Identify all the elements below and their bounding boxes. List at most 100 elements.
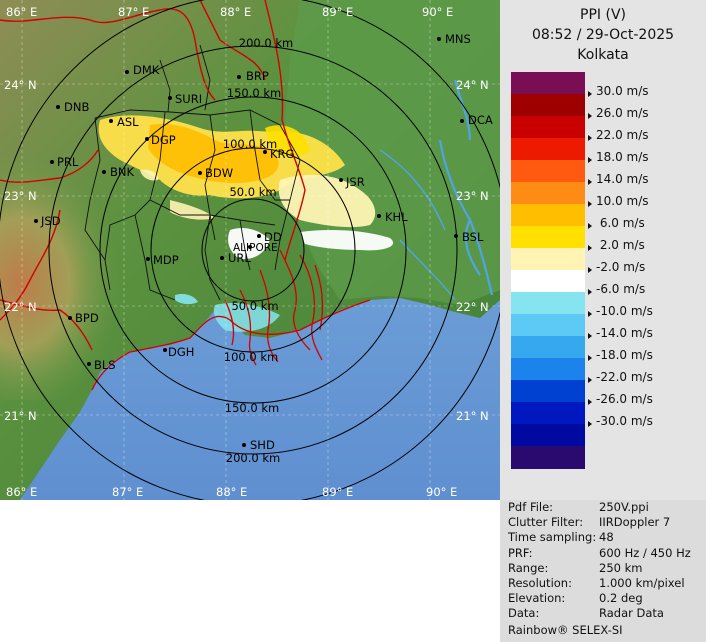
city-bpd: BPD — [68, 311, 99, 325]
info-label: Range: — [508, 560, 549, 575]
info-value: Radar Data — [599, 606, 664, 621]
city-dgh: DGH — [163, 345, 194, 359]
legend-tick — [588, 245, 592, 251]
info-value: 48 — [599, 530, 614, 545]
city-bdw: BDW — [198, 166, 233, 180]
legend-label: -6.0 m/s — [596, 282, 646, 296]
svg-text:JSR: JSR — [345, 175, 365, 189]
svg-text:BNK: BNK — [110, 165, 134, 179]
color-step — [511, 160, 585, 183]
city-mdp: MDP — [146, 253, 179, 267]
legend-tick — [588, 223, 592, 229]
legend-label: -26.0 m/s — [596, 392, 653, 406]
legend-label: 26.0 m/s — [596, 106, 649, 120]
svg-text:BPD: BPD — [75, 311, 99, 325]
svg-text:BRP: BRP — [246, 69, 269, 83]
radar-info-panel: Pdf File: 250V.ppi Clutter Filter: IIRDoppl… — [500, 500, 706, 642]
color-step — [511, 116, 585, 139]
legend-tick — [588, 311, 592, 317]
city-jsr: JSR — [339, 175, 365, 189]
svg-text:SHD: SHD — [250, 438, 275, 452]
info-value: 600 Hz / 450 Hz — [599, 545, 691, 560]
color-step — [511, 446, 585, 469]
info-label: Clutter Filter: — [508, 515, 584, 530]
lat-label-right-22: 22° N — [456, 300, 489, 314]
color-step — [511, 270, 585, 293]
legend-tick — [588, 157, 592, 163]
info-label: Pdf File: — [508, 500, 554, 514]
ring-label-150-top: 150.0 km — [227, 86, 281, 100]
color-step — [511, 336, 585, 359]
svg-text:BDW: BDW — [205, 166, 233, 180]
svg-text:DCA: DCA — [468, 113, 493, 127]
ring-label-100-top: 100.0 km — [223, 137, 277, 151]
city-bnk: BNK — [102, 165, 134, 179]
color-scale — [511, 72, 585, 469]
color-step — [511, 292, 585, 315]
city-khl: KHL — [377, 210, 408, 224]
city-asl: ASL — [109, 115, 139, 129]
color-step — [511, 138, 585, 161]
district-borders — [84, 44, 301, 301]
city-bsl: BSL — [454, 230, 484, 244]
lat-label-right-23: 23° N — [456, 189, 489, 203]
color-step — [511, 72, 585, 95]
ring-label-200-bottom: 200.0 km — [226, 451, 280, 465]
lon-label-top-88: 88° E — [220, 5, 251, 19]
color-step — [511, 380, 585, 403]
color-step — [511, 94, 585, 117]
footer-credit: Rainbow® SELEX-SI — [508, 622, 623, 637]
svg-text:BSL: BSL — [462, 230, 484, 244]
legend-label: -10.0 m/s — [596, 304, 653, 318]
color-step — [511, 424, 585, 447]
product-title: PPI (V) — [580, 7, 626, 23]
info-value: IIRDoppler 7 — [599, 515, 671, 530]
legend-label: 6.0 m/s — [596, 216, 645, 230]
datetime-label: 08:52 / 29-Oct-2025 — [531, 27, 675, 43]
lat-label-left-24: 24° N — [4, 78, 37, 92]
svg-text:MDP: MDP — [153, 253, 179, 267]
svg-text:MNS: MNS — [445, 32, 471, 46]
svg-text:ALIPORE: ALIPORE — [233, 242, 278, 254]
svg-text:DD: DD — [264, 230, 282, 244]
legend-tick — [588, 399, 592, 405]
legend-label: 14.0 m/s — [596, 172, 649, 186]
city-url: URL — [220, 251, 251, 265]
city-suri: SURI — [168, 92, 202, 106]
city-dca: DCA — [460, 113, 493, 127]
lat-label-right-21: 21° N — [456, 409, 489, 423]
lat-label-left-23: 23° N — [4, 189, 37, 203]
state-borders — [0, 0, 306, 351]
color-step — [511, 314, 585, 337]
legend-tick — [588, 179, 592, 185]
lon-label-top-89: 89° E — [322, 5, 353, 19]
city-dgp: DGP — [145, 133, 176, 147]
svg-text:DGH: DGH — [168, 345, 194, 359]
lon-label-bottom-86: 86° E — [6, 485, 37, 499]
color-step — [511, 182, 585, 205]
station-label: Kolkata — [577, 47, 629, 63]
graticule — [0, 0, 500, 500]
legend-label: 30.0 m/s — [596, 84, 649, 98]
legend-tick — [588, 91, 592, 97]
legend-tick — [588, 421, 592, 427]
lat-label-right-24: 24° N — [456, 78, 489, 92]
lat-label-left-22: 22° N — [4, 300, 37, 314]
city-jsd: JSD — [34, 214, 61, 228]
legend-tick — [588, 355, 592, 361]
svg-text:KRG: KRG — [270, 147, 294, 161]
city-krg: KRG — [263, 147, 294, 161]
svg-text:BLS: BLS — [94, 358, 116, 372]
lon-label-bottom-90: 90° E — [426, 485, 457, 499]
info-label: PRF: — [508, 545, 533, 560]
lat-label-left-21: 21° N — [4, 409, 37, 423]
lon-label-bottom-88: 88° E — [216, 485, 247, 499]
info-value: 250V.ppi — [599, 500, 649, 514]
svg-text:SURI: SURI — [175, 92, 202, 106]
info-value: 250 km — [599, 560, 643, 575]
legend-tick — [588, 289, 592, 295]
legend-label: -30.0 m/s — [596, 414, 653, 428]
svg-text:DMK: DMK — [133, 63, 160, 77]
legend-label: 18.0 m/s — [596, 150, 649, 164]
svg-text:DNB: DNB — [64, 100, 89, 114]
